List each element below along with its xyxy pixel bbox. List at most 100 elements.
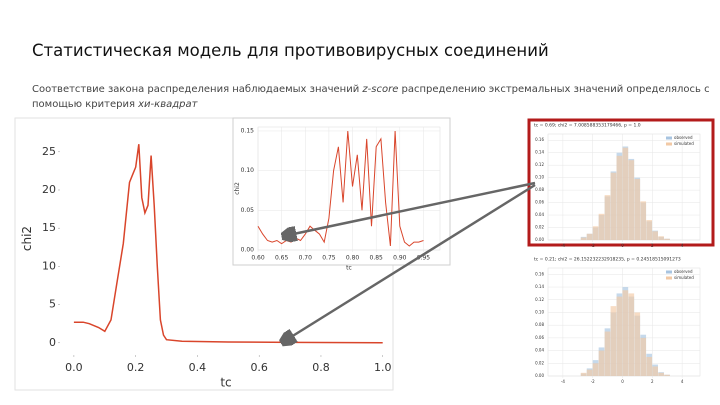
- hist-1: 0.00 0.02 0.04 0.06 0.08 0.10 0.12 0.14 0.16 -4 -2…: [527, 118, 715, 248]
- legend-label: simulated: [674, 141, 694, 146]
- hist-bar: [664, 238, 670, 240]
- hist-bar: [658, 236, 664, 240]
- y-tick-label: 0.05: [241, 207, 255, 214]
- y-tick-label: 0.00: [241, 247, 255, 254]
- y-tick-label: 0.00: [535, 237, 544, 242]
- x-tick-label: 4: [681, 379, 684, 384]
- legend-swatch: [666, 270, 672, 274]
- y-tick-label: 0.15: [241, 127, 255, 134]
- y-axis-label: chi2: [234, 182, 241, 195]
- subtitle-text: Соответствие закона распределения наблюд…: [32, 84, 363, 95]
- arrow: [283, 183, 536, 342]
- x-axis-label: tc: [346, 265, 352, 272]
- subtitle-text: распределению экстремальных значений опр…: [398, 84, 710, 95]
- y-tick-label: 0.08: [535, 322, 544, 327]
- x-tick-label: 0.90: [393, 255, 407, 262]
- legend-label: observed: [674, 135, 693, 140]
- y-tick-label: 0.08: [535, 187, 544, 192]
- legend-swatch: [666, 142, 672, 146]
- y-tick-label: 25: [42, 145, 56, 158]
- hist-bar: [586, 233, 593, 240]
- slide-title: Статистическая модель для противовирусны…: [32, 41, 549, 60]
- hist-bar: [622, 290, 629, 376]
- hist-bar: [634, 312, 641, 376]
- hist-bar: [652, 366, 658, 376]
- hist-bar: [610, 172, 617, 240]
- y-tick-label: 0.10: [241, 167, 255, 174]
- hist-bar: [652, 231, 658, 240]
- hist-bar: [628, 160, 635, 240]
- x-tick-label: -4: [561, 243, 565, 248]
- hist-bar: [586, 369, 593, 376]
- arrow: [284, 181, 536, 236]
- y-tick-label: 5: [49, 298, 56, 311]
- hist-bar: [622, 147, 629, 240]
- hist-bar: [628, 293, 635, 376]
- x-tick-label: 0.6: [250, 361, 268, 374]
- x-tick-label: 0.70: [299, 255, 313, 262]
- hist-bar: [646, 356, 653, 376]
- y-tick-label: 10: [42, 259, 56, 272]
- y-tick-label: 0: [49, 336, 56, 349]
- y-tick-label: 20: [42, 183, 56, 196]
- arrows: [283, 181, 536, 342]
- hist-title: tc = 0.69; chi2 = 7.008588353179466, p =…: [534, 123, 641, 129]
- x-axis-label: tc: [220, 376, 231, 390]
- hist-bar: [604, 331, 611, 376]
- x-tick-label: -2: [591, 379, 595, 384]
- y-tick-label: 0.10: [535, 309, 544, 314]
- hist-bar: [610, 306, 617, 376]
- hist-bar: [592, 226, 599, 240]
- hist-bar: [616, 155, 623, 240]
- x-tick-label: -2: [591, 243, 595, 248]
- hist-bar: [580, 372, 587, 376]
- subtitle-text: помощью критерия: [32, 99, 139, 110]
- hist-bar: [580, 237, 587, 240]
- y-axis-label: chi2: [20, 226, 34, 251]
- x-tick-label: 0.80: [346, 255, 360, 262]
- y-tick-label: 0.16: [535, 137, 544, 142]
- x-tick-label: 0: [621, 379, 624, 384]
- y-tick-label: 0.10: [535, 175, 544, 180]
- y-tick-label: 0.04: [535, 348, 544, 353]
- hist-title: tc = 0.21; chi2 = 26.152232232918235, p …: [534, 257, 681, 263]
- x-tick-label: 4: [681, 243, 684, 248]
- y-tick-label: 0.02: [535, 360, 544, 365]
- y-tick-label: 0.06: [535, 335, 544, 340]
- legend-swatch: [666, 276, 672, 280]
- y-tick-label: 15: [42, 221, 56, 234]
- y-tick-label: 0.16: [535, 271, 544, 276]
- x-tick-label: 0.75: [322, 255, 336, 262]
- x-tick-label: 0.60: [251, 255, 265, 262]
- hist-bar: [664, 374, 670, 376]
- x-tick-label: 2: [651, 379, 654, 384]
- x-tick-label: 2: [651, 243, 654, 248]
- x-tick-label: 0.2: [127, 361, 145, 374]
- x-tick-label: 0.85: [370, 255, 384, 262]
- x-tick-label: 0: [621, 243, 624, 248]
- y-tick-label: 0.04: [535, 212, 544, 217]
- x-tick-label: -4: [561, 379, 565, 384]
- x-tick-label: 1.0: [374, 361, 392, 374]
- y-tick-label: 0.06: [535, 200, 544, 205]
- y-tick-label: 0.12: [535, 297, 544, 302]
- subtitle-emph: хи-квадрат: [138, 99, 198, 110]
- y-tick-label: 0.02: [535, 225, 544, 230]
- hist-bar: [640, 337, 647, 376]
- slide-subtitle: Соответствие закона распределения наблюд…: [32, 82, 710, 112]
- hist-bar: [640, 201, 647, 240]
- x-tick-label: 0.65: [275, 255, 289, 262]
- y-tick-label: 0.12: [535, 162, 544, 167]
- legend-swatch: [666, 136, 672, 140]
- x-tick-label: 0.95: [417, 255, 431, 262]
- legend-label: observed: [674, 269, 693, 274]
- data-line: [73, 144, 383, 344]
- y-tick-label: 0.00: [535, 373, 544, 378]
- hist-bar: [658, 372, 664, 376]
- subtitle-emph: z-score: [362, 84, 399, 95]
- hist-bar: [598, 350, 605, 376]
- inset-chart: 0.00 0.05 0.10 0.15 0.60 0.65 0.70 0.75 0.80 0.85…: [232, 117, 451, 272]
- y-tick-label: 0.14: [535, 284, 544, 289]
